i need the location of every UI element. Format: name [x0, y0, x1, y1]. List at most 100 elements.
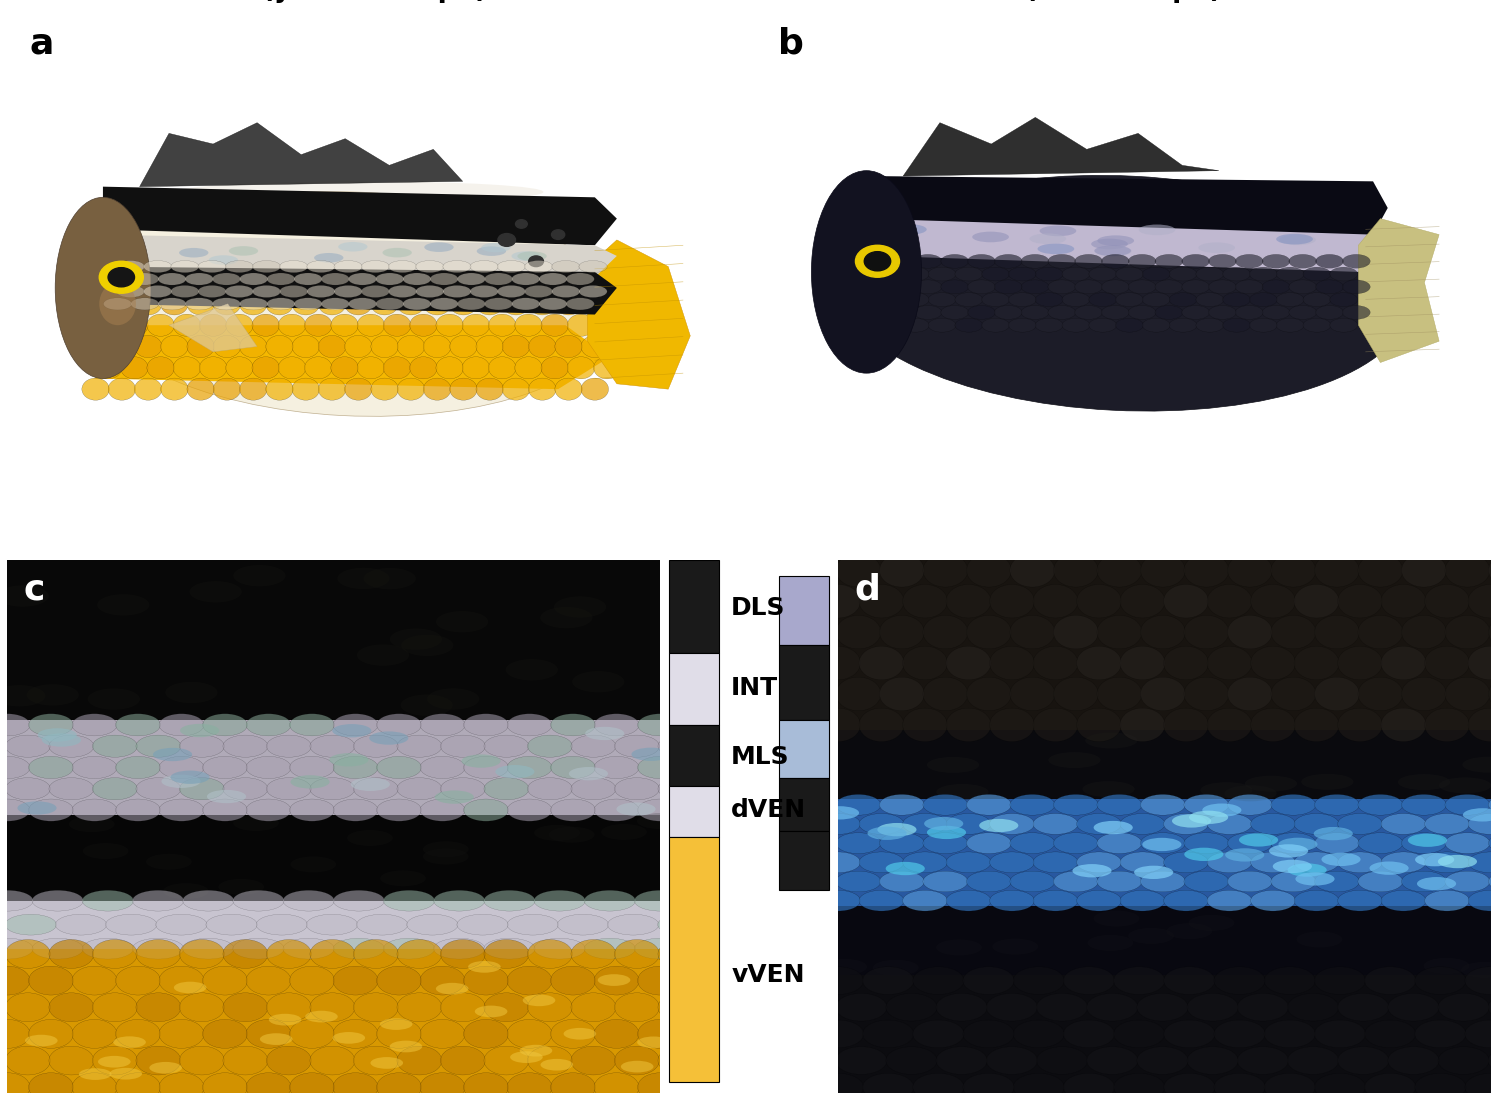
Ellipse shape	[422, 849, 469, 864]
Ellipse shape	[1097, 832, 1141, 853]
Ellipse shape	[512, 298, 539, 310]
Ellipse shape	[968, 280, 995, 294]
Ellipse shape	[205, 915, 258, 935]
Ellipse shape	[354, 940, 398, 968]
Ellipse shape	[1062, 293, 1091, 306]
Ellipse shape	[436, 983, 469, 995]
Ellipse shape	[1207, 708, 1252, 741]
Ellipse shape	[186, 273, 213, 285]
Ellipse shape	[28, 757, 73, 778]
Ellipse shape	[136, 1046, 181, 1075]
Ellipse shape	[658, 940, 703, 968]
Ellipse shape	[1314, 1020, 1366, 1047]
Ellipse shape	[1155, 280, 1183, 294]
Ellipse shape	[902, 293, 929, 306]
Ellipse shape	[1338, 814, 1383, 834]
Ellipse shape	[885, 1046, 938, 1074]
Ellipse shape	[968, 255, 995, 268]
Ellipse shape	[333, 714, 377, 736]
Ellipse shape	[1008, 318, 1037, 332]
Ellipse shape	[1446, 677, 1491, 710]
Ellipse shape	[1113, 1074, 1165, 1098]
Ellipse shape	[1195, 267, 1224, 281]
Ellipse shape	[397, 735, 442, 758]
Ellipse shape	[376, 1073, 421, 1098]
Ellipse shape	[261, 1033, 292, 1045]
Ellipse shape	[1438, 1046, 1489, 1074]
Ellipse shape	[527, 735, 572, 758]
Ellipse shape	[927, 826, 966, 839]
Ellipse shape	[180, 735, 225, 758]
Ellipse shape	[345, 378, 372, 401]
Ellipse shape	[1203, 804, 1242, 817]
Ellipse shape	[180, 248, 208, 258]
Ellipse shape	[171, 285, 199, 298]
Ellipse shape	[103, 273, 132, 285]
Ellipse shape	[1164, 814, 1209, 834]
Ellipse shape	[496, 765, 535, 778]
Ellipse shape	[0, 890, 33, 911]
Ellipse shape	[581, 293, 608, 315]
Ellipse shape	[1251, 708, 1296, 741]
Ellipse shape	[267, 1046, 312, 1075]
Ellipse shape	[986, 994, 1038, 1021]
Ellipse shape	[49, 993, 94, 1021]
Ellipse shape	[1288, 280, 1317, 294]
Ellipse shape	[524, 260, 553, 272]
Ellipse shape	[1049, 305, 1076, 320]
Ellipse shape	[376, 714, 421, 736]
Bar	[670, 725, 719, 786]
Ellipse shape	[1273, 860, 1312, 873]
Ellipse shape	[382, 248, 412, 257]
Ellipse shape	[1038, 244, 1074, 255]
Ellipse shape	[1034, 584, 1079, 618]
Ellipse shape	[1270, 832, 1315, 853]
Ellipse shape	[1116, 293, 1143, 306]
Ellipse shape	[1121, 584, 1165, 618]
Ellipse shape	[515, 357, 542, 379]
Ellipse shape	[1183, 832, 1228, 853]
Ellipse shape	[470, 260, 499, 272]
Ellipse shape	[1189, 915, 1234, 931]
Ellipse shape	[980, 819, 1019, 832]
Ellipse shape	[614, 735, 659, 758]
Ellipse shape	[571, 1046, 616, 1075]
Ellipse shape	[581, 378, 608, 401]
Ellipse shape	[223, 940, 268, 968]
Ellipse shape	[947, 852, 990, 873]
Ellipse shape	[1143, 267, 1170, 281]
Ellipse shape	[25, 1034, 57, 1046]
Ellipse shape	[337, 568, 389, 590]
Ellipse shape	[929, 293, 956, 306]
Ellipse shape	[1276, 318, 1305, 332]
Ellipse shape	[397, 940, 442, 968]
Ellipse shape	[121, 314, 148, 336]
Ellipse shape	[903, 647, 947, 680]
Ellipse shape	[836, 871, 881, 892]
Ellipse shape	[1369, 862, 1408, 875]
Ellipse shape	[1237, 994, 1288, 1021]
Ellipse shape	[213, 293, 241, 315]
Bar	[7, 719, 661, 816]
Circle shape	[551, 229, 565, 239]
Ellipse shape	[280, 285, 309, 298]
Ellipse shape	[632, 748, 671, 761]
Ellipse shape	[415, 260, 443, 272]
Ellipse shape	[27, 684, 79, 706]
Ellipse shape	[136, 993, 181, 1021]
Ellipse shape	[397, 378, 424, 401]
Ellipse shape	[1013, 966, 1065, 995]
Ellipse shape	[72, 1019, 117, 1049]
Ellipse shape	[966, 615, 1011, 649]
Ellipse shape	[1263, 255, 1290, 268]
Ellipse shape	[903, 814, 947, 834]
Ellipse shape	[163, 883, 208, 899]
Ellipse shape	[28, 1019, 73, 1049]
Ellipse shape	[936, 994, 987, 1021]
Ellipse shape	[1164, 584, 1209, 618]
Ellipse shape	[187, 335, 214, 358]
Ellipse shape	[527, 1046, 572, 1075]
Ellipse shape	[815, 852, 860, 873]
Ellipse shape	[449, 293, 478, 315]
Ellipse shape	[183, 890, 234, 911]
